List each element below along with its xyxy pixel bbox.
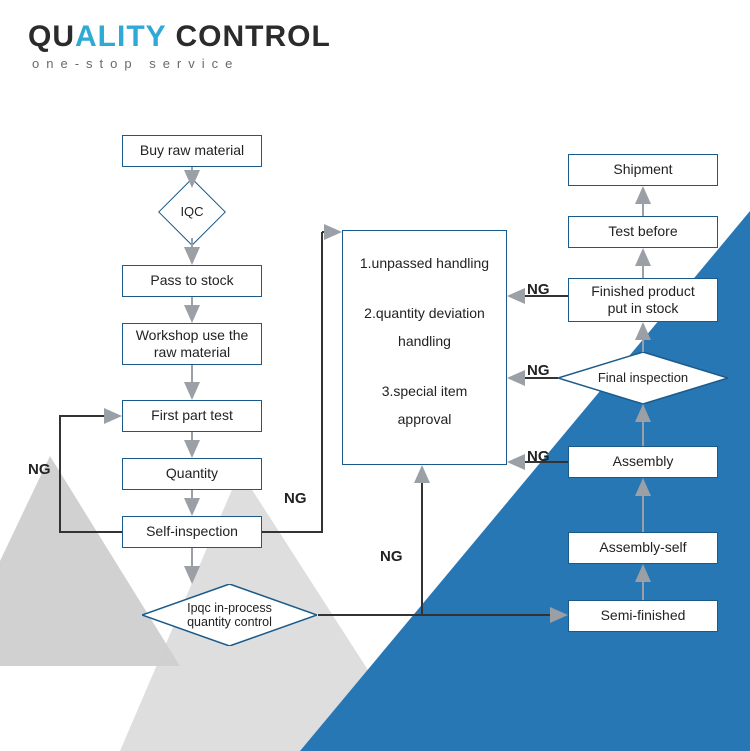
node-label: Self-inspection — [146, 523, 238, 541]
header: QUALITY CONTROL one-stop service — [28, 20, 331, 71]
node-label: Assembly — [613, 453, 674, 471]
node-semi-finished: Semi-finished — [568, 600, 718, 632]
node-quantity: Quantity — [122, 458, 262, 490]
node-label: Semi-finished — [601, 607, 686, 625]
node-label: Pass to stock — [150, 272, 233, 290]
node-label: Shipment — [613, 161, 672, 179]
node-test-before: Test before — [568, 216, 718, 248]
handling-line1: 1.unpassed handling — [357, 249, 492, 277]
node-label: Quantity — [166, 465, 218, 483]
node-label: Assembly-self — [599, 539, 686, 557]
node-shipment: Shipment — [568, 154, 718, 186]
node-finished-stock: Finished product put in stock — [568, 278, 718, 322]
ng-label: NG — [527, 281, 550, 298]
page-subtitle: one-stop service — [32, 56, 331, 71]
handling-line2: 2.quantity deviation handling — [357, 299, 492, 355]
page-title: QUALITY CONTROL — [28, 20, 331, 54]
node-ipqc-diamond — [142, 584, 317, 646]
node-label: First part test — [151, 407, 233, 425]
ng-label: NG — [380, 548, 403, 565]
title-post: CONTROL — [166, 20, 331, 53]
node-final-inspection-diamond — [558, 352, 728, 404]
ng-label: NG — [527, 448, 550, 465]
title-accent: ALITY — [75, 20, 166, 53]
flowchart-canvas: Buy raw material IQC Pass to stock Works… — [0, 0, 750, 751]
ng-label: NG — [284, 490, 307, 507]
node-iqc-diamond — [158, 178, 226, 246]
node-assembly: Assembly — [568, 446, 718, 478]
node-first-part-test: First part test — [122, 400, 262, 432]
handling-line3: 3.special item approval — [357, 377, 492, 433]
ng-label: NG — [28, 461, 51, 478]
node-handling-box: 1.unpassed handling 2.quantity deviation… — [342, 230, 507, 465]
node-assembly-self: Assembly-self — [568, 532, 718, 564]
ng-label: NG — [527, 362, 550, 379]
title-pre: QU — [28, 20, 75, 53]
node-label: Workshop use the raw material — [136, 327, 249, 362]
node-pass-to-stock: Pass to stock — [122, 265, 262, 297]
node-workshop: Workshop use the raw material — [122, 323, 262, 365]
node-label: Finished product put in stock — [591, 283, 695, 318]
node-label: Test before — [608, 223, 677, 241]
node-buy-raw-material: Buy raw material — [122, 135, 262, 167]
node-label: Buy raw material — [140, 142, 244, 160]
node-self-inspection: Self-inspection — [122, 516, 262, 548]
